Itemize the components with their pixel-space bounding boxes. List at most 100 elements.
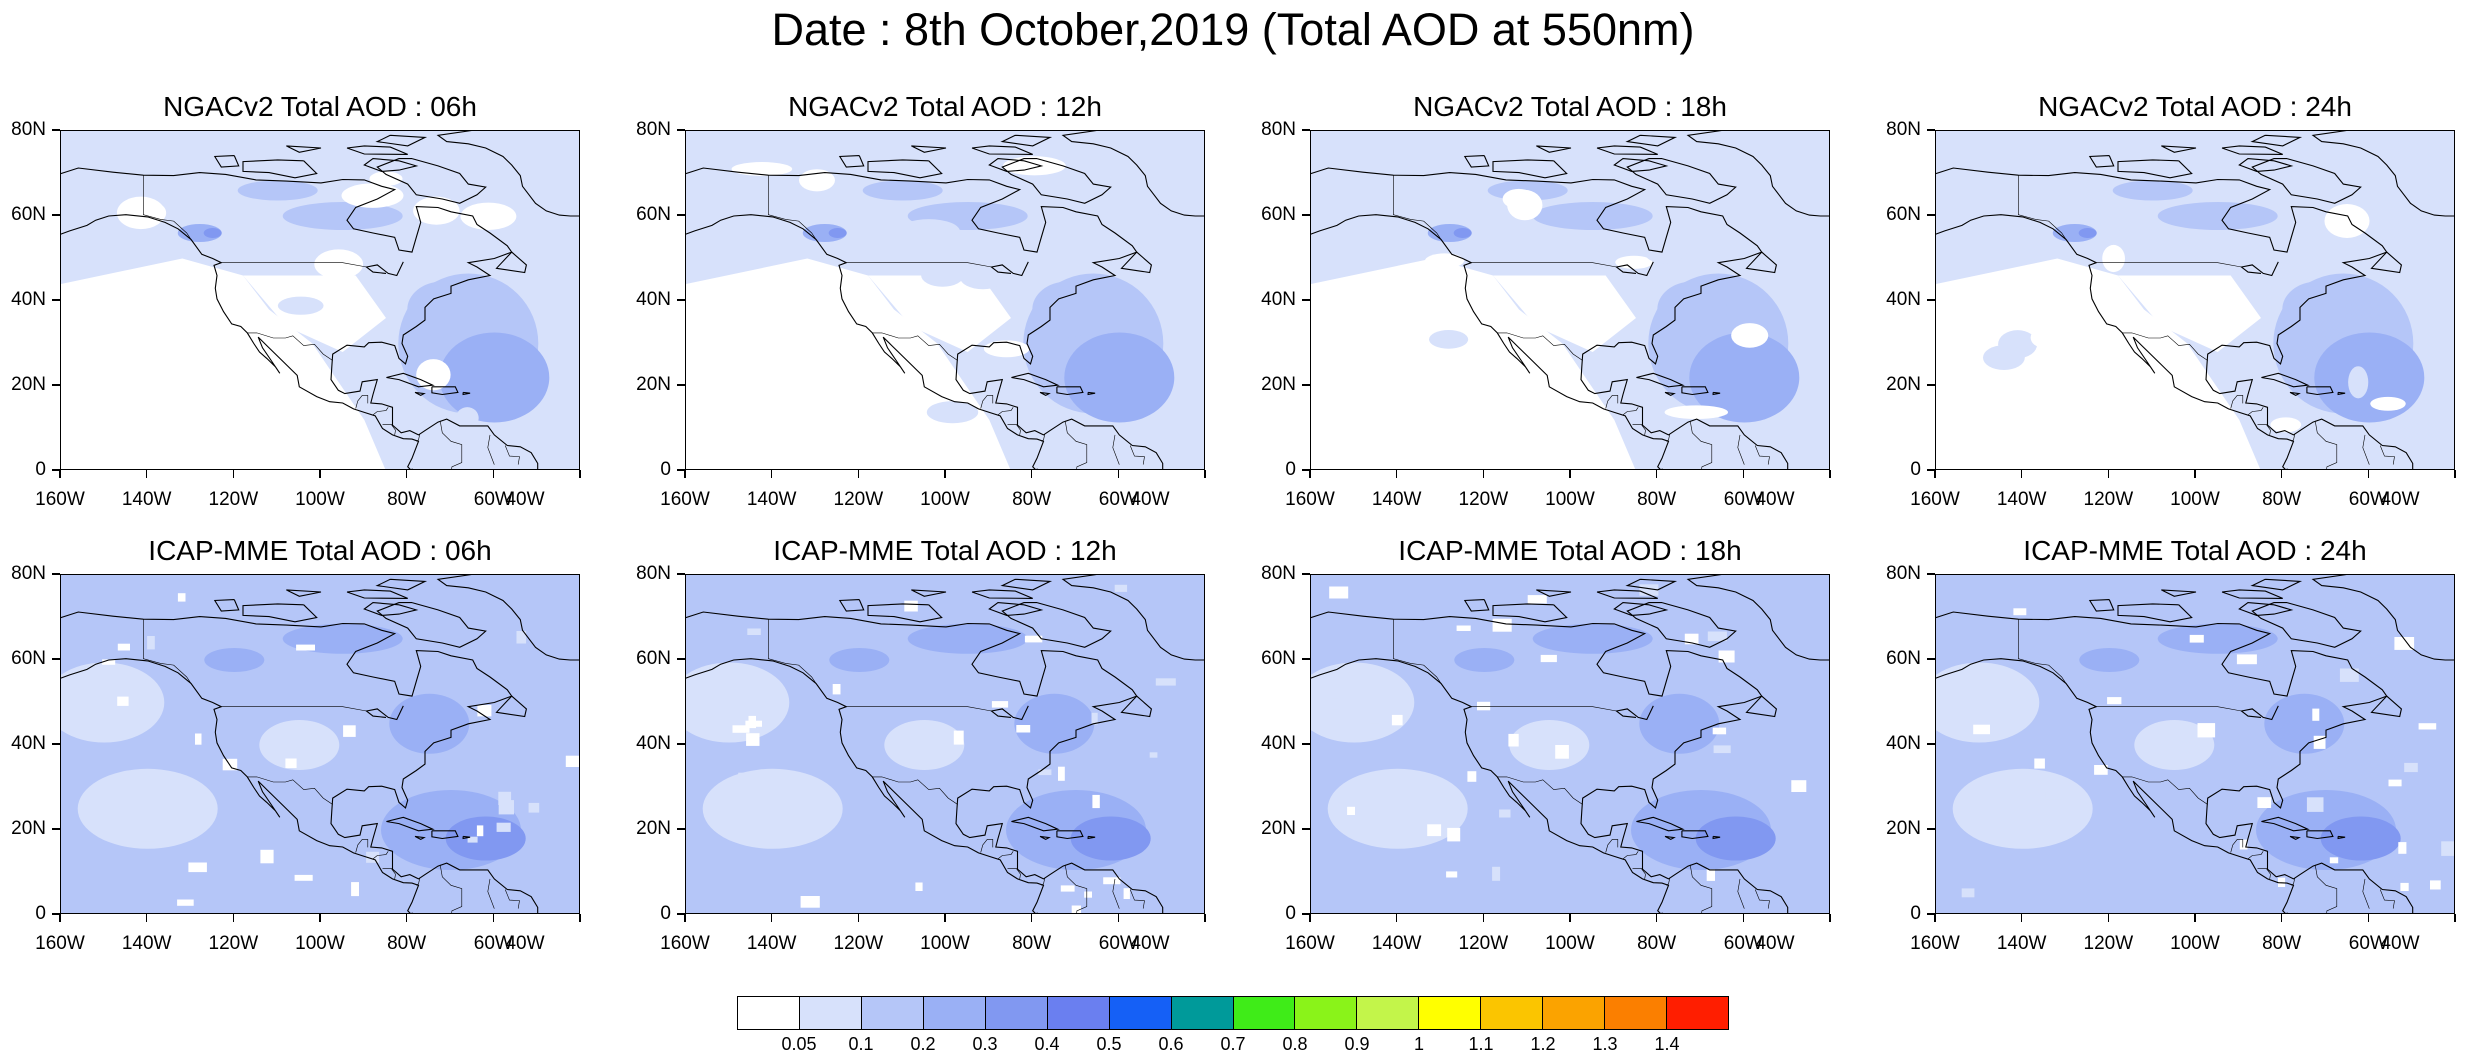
lon-label: 60W bbox=[1723, 933, 1763, 954]
lat-label: 80N bbox=[1261, 119, 1296, 140]
lat-tick bbox=[677, 129, 685, 131]
lat-tick bbox=[52, 743, 60, 745]
panel-title: NGACv2 Total AOD : 18h bbox=[1413, 91, 1727, 122]
lon-tick bbox=[944, 470, 946, 478]
lon-tick bbox=[2454, 470, 2456, 478]
lon-tick bbox=[2367, 914, 2370, 922]
lat-label: 20N bbox=[11, 818, 46, 839]
map-panel: ICAP-MME Total AOD : 06h 80N 60N 40N 20N 0 160… bbox=[0, 534, 581, 984]
colorbar-label: 1.2 bbox=[1530, 1034, 1556, 1054]
lon-label: 160W bbox=[660, 489, 710, 510]
lat-tick bbox=[677, 469, 685, 471]
colorbar-swatch bbox=[799, 997, 862, 1029]
colorbar-label: 0.8 bbox=[1282, 1034, 1308, 1054]
lon-tick bbox=[2194, 914, 2196, 922]
lon-label: 80W bbox=[1012, 489, 1052, 510]
lon-label: 140W bbox=[746, 489, 797, 510]
lat-tick bbox=[52, 573, 60, 575]
lon-label: 160W bbox=[1285, 489, 1335, 510]
lon-tick bbox=[684, 470, 686, 478]
political-borders bbox=[768, 619, 1145, 913]
panel-title: NGACv2 Total AOD : 12h bbox=[788, 91, 1102, 122]
lon-tick bbox=[1742, 470, 1745, 478]
lon-tick bbox=[319, 470, 321, 478]
lon-tick bbox=[1482, 470, 1485, 478]
colorbar-label: 1.4 bbox=[1654, 1034, 1680, 1054]
lat-label: 80N bbox=[1886, 119, 1921, 140]
lon-label: 120W bbox=[1458, 933, 1509, 954]
lat-label: 0 bbox=[660, 903, 671, 924]
lat-tick bbox=[1302, 573, 1310, 575]
panel-title: ICAP-MME Total AOD : 18h bbox=[1398, 535, 1742, 566]
lon-label: 160W bbox=[1910, 489, 1960, 510]
lat-label: 20N bbox=[1886, 818, 1921, 839]
lon-label: 60W bbox=[1723, 489, 1763, 510]
aod-field bbox=[1311, 575, 1829, 913]
lon-tick bbox=[1030, 914, 1033, 922]
colorbar-swatch bbox=[738, 997, 800, 1029]
political-borders bbox=[1393, 619, 1770, 913]
aod-map bbox=[1935, 574, 2455, 914]
lon-tick bbox=[770, 914, 773, 922]
lon-label: 160W bbox=[35, 933, 85, 954]
panel-title: ICAP-MME Total AOD : 06h bbox=[148, 535, 492, 566]
aod-field bbox=[686, 575, 1204, 913]
lat-label: 60N bbox=[1886, 648, 1921, 669]
lat-tick bbox=[1302, 828, 1310, 830]
lon-tick bbox=[770, 470, 773, 478]
lat-tick bbox=[1302, 913, 1310, 915]
lon-label: 140W bbox=[121, 489, 172, 510]
lat-label: 20N bbox=[636, 374, 671, 395]
aod-field bbox=[61, 131, 579, 469]
lon-label: 60W bbox=[473, 489, 513, 510]
lon-tick bbox=[1482, 914, 1485, 922]
map-panel: ICAP-MME Total AOD : 24h 80N 60N 40N 20N 0 160… bbox=[1875, 534, 2456, 984]
lat-label: 0 bbox=[660, 459, 671, 480]
lat-tick bbox=[1302, 384, 1310, 386]
panel-title: NGACv2 Total AOD : 24h bbox=[2038, 91, 2352, 122]
lon-label: 100W bbox=[2170, 933, 2220, 954]
lat-label: 20N bbox=[1261, 818, 1296, 839]
lon-tick bbox=[59, 470, 61, 478]
lon-label: 120W bbox=[208, 933, 259, 954]
lat-tick bbox=[677, 573, 685, 575]
lon-label: 100W bbox=[295, 489, 345, 510]
coastlines bbox=[61, 131, 579, 469]
political-borders bbox=[143, 619, 520, 913]
lat-tick bbox=[677, 658, 685, 660]
lat-label: 40N bbox=[1886, 733, 1921, 754]
aod-field bbox=[61, 575, 579, 913]
lat-label: 40N bbox=[11, 733, 46, 754]
lat-tick bbox=[52, 384, 60, 386]
lon-label: 40W bbox=[2380, 489, 2420, 510]
lat-tick bbox=[1927, 828, 1935, 830]
coastlines bbox=[1311, 131, 1829, 469]
lon-tick bbox=[232, 914, 235, 922]
lat-tick bbox=[677, 828, 685, 830]
map-panel: NGACv2 Total AOD : 18h 80N 60N 40N 20N 0 160W 1… bbox=[1250, 90, 1831, 540]
aod-map bbox=[1935, 130, 2455, 470]
lon-label: 60W bbox=[1098, 489, 1138, 510]
colorbar-label: 0.6 bbox=[1158, 1034, 1184, 1054]
map-panel: NGACv2 Total AOD : 12h 80N 60N 40N 20N 0 160W 1… bbox=[625, 90, 1206, 540]
lat-tick bbox=[1927, 384, 1935, 386]
lat-label: 0 bbox=[1910, 903, 1921, 924]
lon-tick bbox=[1204, 914, 1206, 922]
lon-tick bbox=[145, 470, 148, 478]
lon-label: 140W bbox=[1371, 933, 1422, 954]
lon-tick bbox=[2107, 914, 2110, 922]
colorbar-swatch bbox=[1357, 997, 1420, 1029]
lon-tick bbox=[2280, 470, 2283, 478]
lon-tick bbox=[1309, 470, 1311, 478]
lon-label: 40W bbox=[1130, 489, 1170, 510]
aod-map bbox=[1310, 574, 1830, 914]
lon-tick bbox=[2367, 470, 2370, 478]
lon-tick bbox=[1569, 470, 1571, 478]
lon-tick bbox=[2194, 470, 2196, 478]
lat-label: 40N bbox=[636, 733, 671, 754]
lon-tick bbox=[1569, 914, 1571, 922]
lat-tick bbox=[1302, 129, 1310, 131]
lat-label: 40N bbox=[1261, 733, 1296, 754]
lat-label: 60N bbox=[1261, 648, 1296, 669]
colorbar-swatch bbox=[861, 997, 924, 1029]
